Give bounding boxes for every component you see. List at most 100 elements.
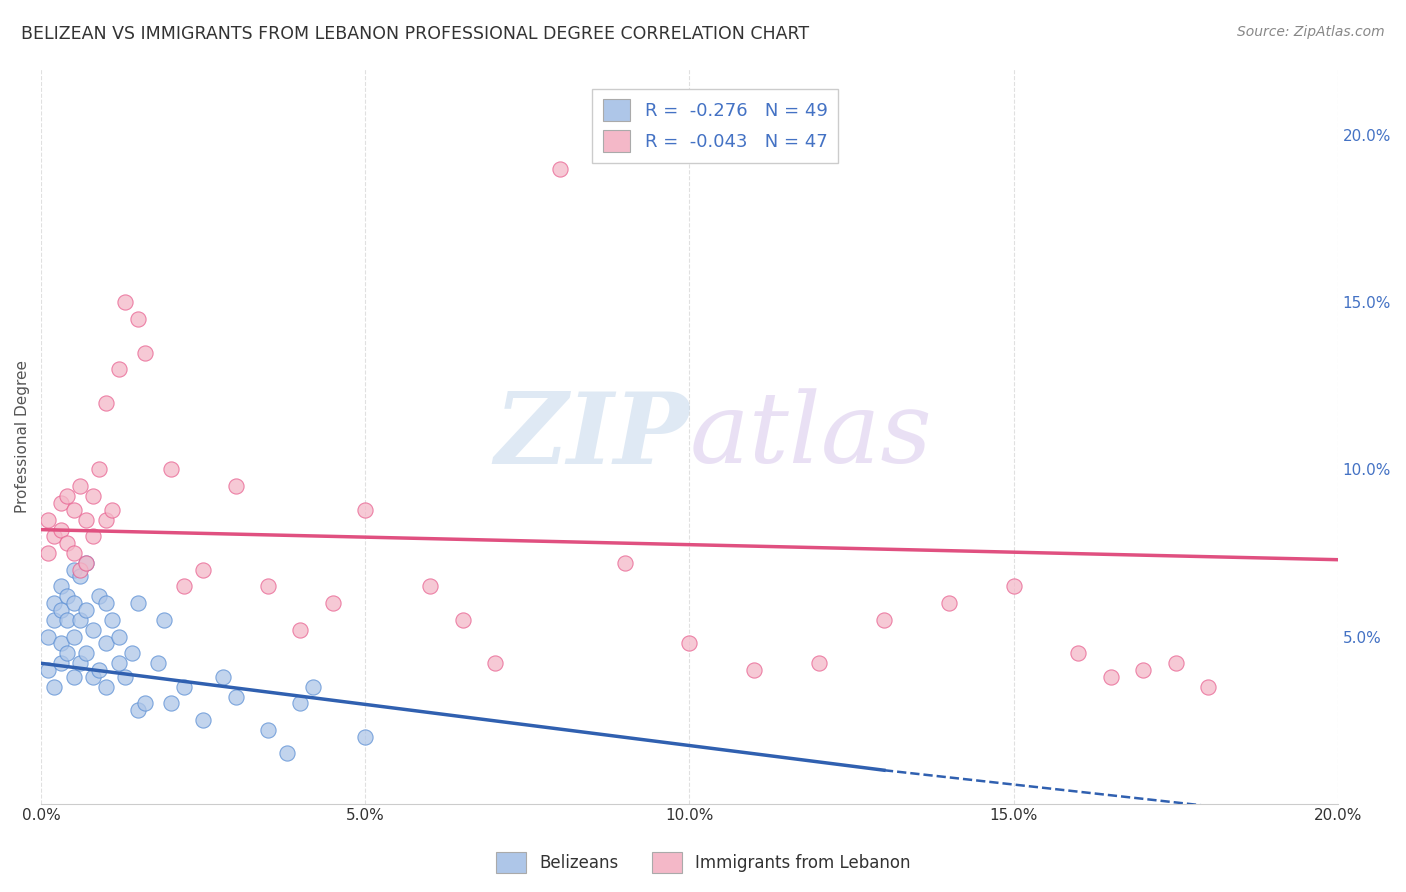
- Point: [153, 613, 176, 627]
- Point: [82, 670, 104, 684]
- Point: [76, 603, 98, 617]
- Point: [37, 630, 59, 644]
- Point: [76, 556, 98, 570]
- Point: [1197, 680, 1219, 694]
- Point: [173, 579, 195, 593]
- Point: [108, 630, 131, 644]
- Point: [302, 680, 325, 694]
- Point: [938, 596, 960, 610]
- Point: [225, 479, 247, 493]
- Point: [89, 663, 111, 677]
- Point: [76, 556, 98, 570]
- Point: [1002, 579, 1025, 593]
- Point: [42, 529, 65, 543]
- Point: [94, 395, 117, 409]
- Point: [548, 161, 571, 176]
- Point: [49, 579, 72, 593]
- Point: [121, 646, 143, 660]
- Point: [56, 613, 79, 627]
- Point: [56, 646, 79, 660]
- Point: [451, 613, 474, 627]
- Point: [42, 680, 65, 694]
- Point: [114, 670, 136, 684]
- Point: [742, 663, 765, 677]
- Point: [1067, 646, 1090, 660]
- Point: [127, 312, 149, 326]
- Point: [56, 536, 79, 550]
- Point: [419, 579, 441, 593]
- Point: [1164, 657, 1187, 671]
- Point: [108, 362, 131, 376]
- Point: [42, 613, 65, 627]
- Text: ZIP: ZIP: [495, 388, 689, 484]
- Point: [94, 680, 117, 694]
- Point: [257, 723, 280, 738]
- Point: [56, 590, 79, 604]
- Point: [173, 680, 195, 694]
- Point: [62, 502, 84, 516]
- Point: [354, 730, 377, 744]
- Text: Source: ZipAtlas.com: Source: ZipAtlas.com: [1237, 25, 1385, 39]
- Point: [225, 690, 247, 704]
- Point: [108, 657, 131, 671]
- Point: [873, 613, 896, 627]
- Point: [62, 563, 84, 577]
- Point: [322, 596, 344, 610]
- Point: [484, 657, 506, 671]
- Point: [134, 345, 156, 359]
- Point: [1099, 670, 1122, 684]
- Point: [82, 489, 104, 503]
- Point: [276, 747, 298, 761]
- Text: atlas: atlas: [689, 388, 932, 483]
- Point: [159, 462, 181, 476]
- Point: [69, 569, 91, 583]
- Point: [62, 596, 84, 610]
- Point: [89, 462, 111, 476]
- Point: [49, 496, 72, 510]
- Point: [193, 563, 215, 577]
- Point: [62, 670, 84, 684]
- Point: [82, 623, 104, 637]
- Legend: R =  -0.276   N = 49, R =  -0.043   N = 47: R = -0.276 N = 49, R = -0.043 N = 47: [592, 88, 838, 163]
- Legend: Belizeans, Immigrants from Lebanon: Belizeans, Immigrants from Lebanon: [489, 846, 917, 880]
- Point: [37, 546, 59, 560]
- Point: [134, 697, 156, 711]
- Point: [56, 489, 79, 503]
- Point: [69, 479, 91, 493]
- Point: [613, 556, 636, 570]
- Point: [290, 623, 312, 637]
- Point: [94, 636, 117, 650]
- Point: [101, 613, 124, 627]
- Point: [211, 670, 233, 684]
- Point: [69, 657, 91, 671]
- Point: [49, 603, 72, 617]
- Point: [127, 596, 149, 610]
- Point: [127, 703, 149, 717]
- Point: [76, 646, 98, 660]
- Point: [678, 636, 700, 650]
- Point: [49, 636, 72, 650]
- Point: [114, 295, 136, 310]
- Point: [159, 697, 181, 711]
- Point: [42, 596, 65, 610]
- Point: [257, 579, 280, 593]
- Point: [37, 663, 59, 677]
- Point: [69, 613, 91, 627]
- Point: [49, 657, 72, 671]
- Point: [89, 590, 111, 604]
- Point: [76, 513, 98, 527]
- Point: [1132, 663, 1154, 677]
- Point: [101, 502, 124, 516]
- Text: BELIZEAN VS IMMIGRANTS FROM LEBANON PROFESSIONAL DEGREE CORRELATION CHART: BELIZEAN VS IMMIGRANTS FROM LEBANON PROF…: [21, 25, 810, 43]
- Point: [94, 596, 117, 610]
- Y-axis label: Professional Degree: Professional Degree: [15, 359, 30, 513]
- Point: [290, 697, 312, 711]
- Point: [49, 523, 72, 537]
- Point: [146, 657, 169, 671]
- Point: [69, 563, 91, 577]
- Point: [62, 546, 84, 560]
- Point: [62, 630, 84, 644]
- Point: [808, 657, 831, 671]
- Point: [37, 513, 59, 527]
- Point: [354, 502, 377, 516]
